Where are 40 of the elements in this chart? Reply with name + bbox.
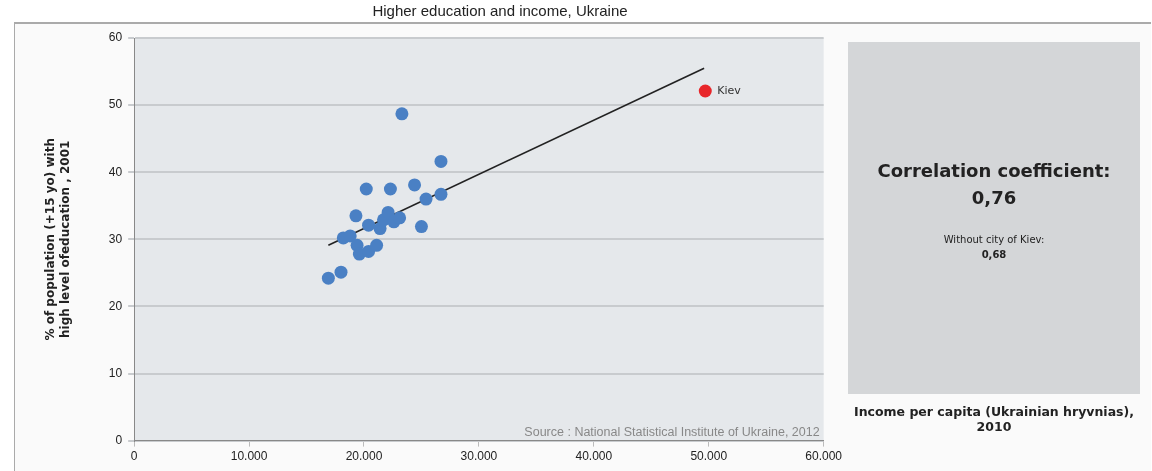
x-axis-title: Income per capita (Ukrainian hryvnias), 2010 bbox=[853, 404, 1135, 434]
point bbox=[343, 229, 357, 243]
y-tick-label: 10 bbox=[108, 365, 123, 380]
x-tick-label: 30.000 bbox=[460, 449, 498, 464]
x-tick-label: 40.000 bbox=[575, 449, 613, 464]
point bbox=[381, 205, 395, 219]
y-tick-label: 40 bbox=[108, 164, 123, 179]
text: 0,68 bbox=[980, 249, 1008, 260]
text: Correlation coefficient: bbox=[876, 160, 1112, 181]
x-tick-label: 10.000 bbox=[230, 449, 268, 464]
annotation: Source : National Statistical Institute of Ukraine, 2012 bbox=[524, 424, 820, 439]
point bbox=[395, 107, 409, 121]
series-label: Kiev bbox=[717, 83, 742, 97]
y-tick-label: 0 bbox=[115, 432, 123, 447]
point bbox=[334, 265, 348, 279]
point bbox=[349, 209, 363, 223]
y-tick-label: 30 bbox=[108, 231, 123, 246]
x-tick-label: 0 bbox=[130, 449, 138, 464]
point bbox=[370, 238, 384, 252]
point bbox=[698, 84, 712, 98]
point bbox=[359, 182, 373, 196]
point bbox=[419, 192, 433, 206]
point bbox=[383, 182, 397, 196]
point bbox=[414, 220, 428, 234]
point bbox=[434, 154, 448, 168]
y-axis-title: % of population (+15 yo) with high level ofeducation , 2001 bbox=[43, 138, 72, 341]
text: Without city of Kiev: bbox=[942, 234, 1046, 245]
point bbox=[362, 218, 376, 232]
x-tick-label: 60.000 bbox=[805, 449, 843, 464]
point bbox=[434, 187, 448, 201]
point bbox=[321, 271, 335, 285]
chart-title: Higher education and income, Ukraine bbox=[371, 2, 629, 19]
y-tick-label: 50 bbox=[108, 97, 123, 112]
point bbox=[408, 178, 422, 192]
x-tick-label: 20.000 bbox=[345, 449, 383, 464]
text: 0,76 bbox=[970, 187, 1018, 208]
x-tick-label: 50.000 bbox=[690, 449, 728, 464]
y-tick-label: 60 bbox=[108, 30, 123, 45]
y-tick-label: 20 bbox=[108, 298, 123, 313]
point bbox=[393, 211, 407, 225]
